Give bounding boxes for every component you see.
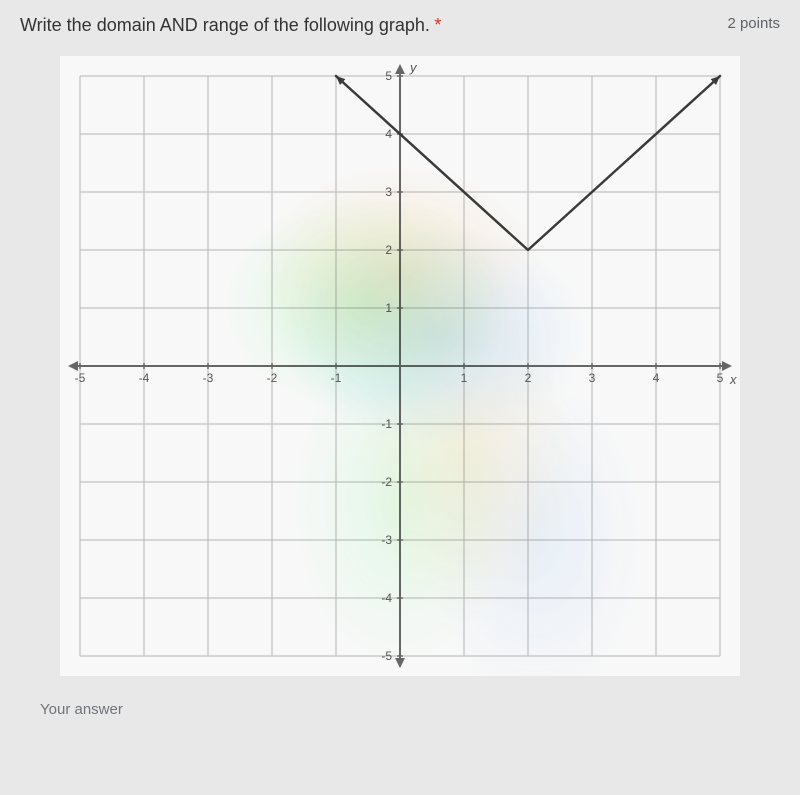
svg-text:1: 1 — [461, 371, 468, 385]
svg-text:-3: -3 — [203, 371, 214, 385]
svg-text:-1: -1 — [331, 371, 342, 385]
svg-text:-2: -2 — [267, 371, 278, 385]
header: Write the domain AND range of the follow… — [20, 15, 780, 36]
required-marker: * — [434, 15, 441, 35]
svg-text:3: 3 — [385, 185, 392, 199]
svg-text:2: 2 — [385, 243, 392, 257]
svg-text:-4: -4 — [139, 371, 150, 385]
chart-svg: -5-4-3-2-112345-5-4-3-2-112345xy — [60, 56, 740, 676]
svg-text:-5: -5 — [381, 649, 392, 663]
question-text: Write the domain AND range of the follow… — [20, 15, 441, 36]
svg-text:5: 5 — [385, 69, 392, 83]
svg-text:-5: -5 — [75, 371, 86, 385]
svg-text:x: x — [729, 372, 737, 387]
answer-placeholder[interactable]: Your answer — [40, 701, 780, 718]
svg-text:5: 5 — [717, 371, 724, 385]
svg-text:1: 1 — [385, 301, 392, 315]
svg-text:2: 2 — [525, 371, 532, 385]
svg-text:4: 4 — [385, 127, 392, 141]
graph: -5-4-3-2-112345-5-4-3-2-112345xy — [60, 56, 740, 676]
svg-text:-2: -2 — [381, 475, 392, 489]
svg-text:-4: -4 — [381, 591, 392, 605]
svg-text:3: 3 — [589, 371, 596, 385]
svg-text:-3: -3 — [381, 533, 392, 547]
question-label: Write the domain AND range of the follow… — [20, 15, 430, 35]
points-label: 2 points — [727, 15, 780, 32]
svg-text:-1: -1 — [381, 417, 392, 431]
svg-text:4: 4 — [653, 371, 660, 385]
